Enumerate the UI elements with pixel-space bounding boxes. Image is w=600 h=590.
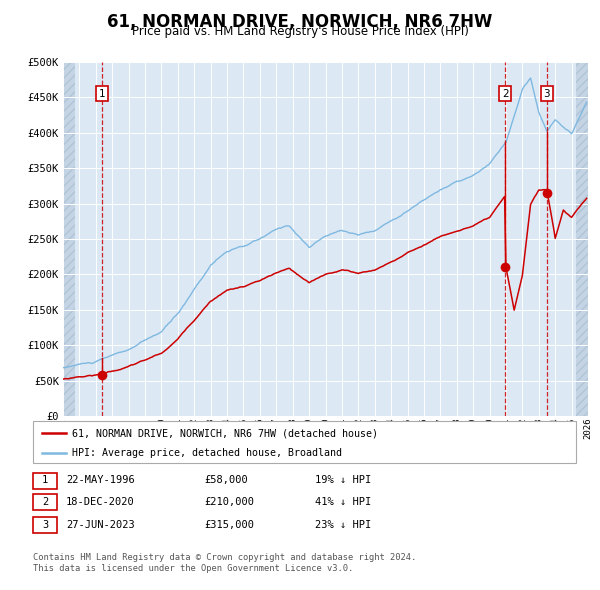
Text: 1: 1 (42, 476, 48, 485)
Text: 18-DEC-2020: 18-DEC-2020 (66, 497, 135, 507)
Text: £315,000: £315,000 (204, 520, 254, 529)
Text: 1: 1 (99, 89, 106, 99)
Bar (63, 62, 76, 416)
Text: 27-JUN-2023: 27-JUN-2023 (66, 520, 135, 529)
Text: £58,000: £58,000 (204, 476, 248, 485)
Text: 3: 3 (42, 520, 48, 529)
Text: 61, NORMAN DRIVE, NORWICH, NR6 7HW: 61, NORMAN DRIVE, NORWICH, NR6 7HW (107, 13, 493, 31)
Bar (575, 62, 588, 416)
Text: 2: 2 (502, 89, 509, 99)
Text: 23% ↓ HPI: 23% ↓ HPI (315, 520, 371, 529)
Text: 3: 3 (544, 89, 550, 99)
Text: £210,000: £210,000 (204, 497, 254, 507)
Text: 61, NORMAN DRIVE, NORWICH, NR6 7HW (detached house): 61, NORMAN DRIVE, NORWICH, NR6 7HW (deta… (72, 428, 378, 438)
Text: Price paid vs. HM Land Registry's House Price Index (HPI): Price paid vs. HM Land Registry's House … (131, 25, 469, 38)
Text: HPI: Average price, detached house, Broadland: HPI: Average price, detached house, Broa… (72, 448, 342, 457)
Text: 41% ↓ HPI: 41% ↓ HPI (315, 497, 371, 507)
Text: Contains HM Land Registry data © Crown copyright and database right 2024.
This d: Contains HM Land Registry data © Crown c… (33, 553, 416, 573)
Text: 2: 2 (42, 497, 48, 507)
Text: 19% ↓ HPI: 19% ↓ HPI (315, 476, 371, 485)
Text: 22-MAY-1996: 22-MAY-1996 (66, 476, 135, 485)
